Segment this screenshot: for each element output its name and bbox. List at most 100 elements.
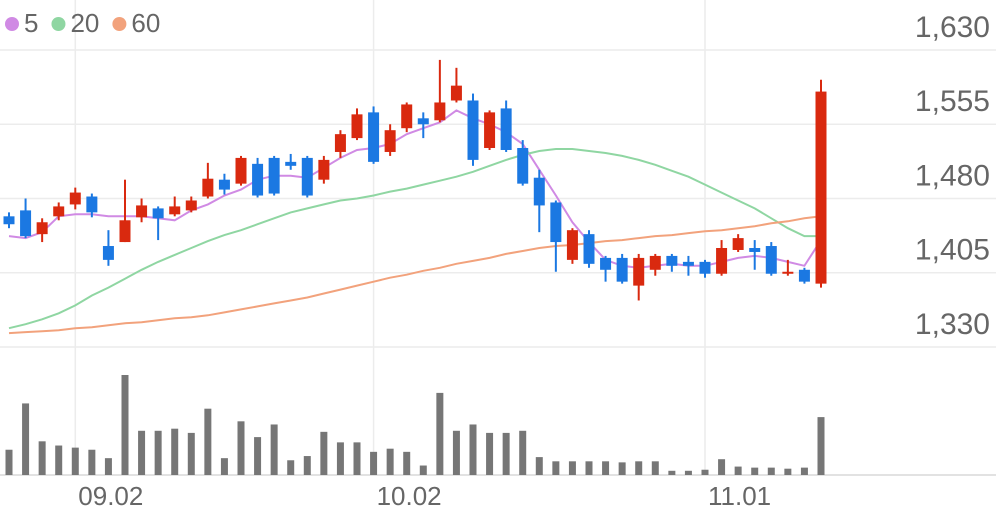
volume-bar (800, 467, 808, 475)
x-tick-label: 09.02 (78, 481, 143, 511)
candle-body (169, 206, 181, 215)
legend-marker (51, 17, 66, 31)
volume-bar (22, 403, 30, 475)
volume-bar (568, 461, 576, 475)
y-tick-label: 1,630 (915, 11, 990, 44)
candle-body (351, 114, 363, 139)
candle-body (334, 134, 346, 152)
candle-body (815, 91, 827, 284)
candle-body (798, 269, 810, 282)
volume-bar (187, 432, 195, 475)
moving-average-line (8, 109, 822, 269)
y-tick-label: 1,330 (915, 308, 990, 341)
candle-body (185, 200, 197, 211)
candle-body (749, 248, 761, 252)
candle-body (384, 130, 396, 152)
legend-label: 5 (24, 8, 38, 38)
volume-bar (684, 470, 692, 475)
volume-bar (618, 462, 626, 475)
volume-bar (71, 447, 79, 475)
volume-bar (784, 468, 792, 475)
candle-body (3, 216, 15, 225)
volume-bar (585, 461, 593, 475)
x-tick-label: 11.01 (708, 481, 771, 511)
volume-bar (353, 442, 361, 475)
candle-body (53, 206, 65, 217)
moving-average-line (8, 215, 822, 335)
candle-body (467, 100, 479, 160)
volume-bar (701, 469, 709, 475)
candle-body (235, 157, 247, 184)
volume-bar (751, 467, 759, 475)
volume-bar (602, 461, 610, 475)
volume-bar (171, 428, 179, 475)
candle-body (86, 196, 98, 213)
volume-bar (303, 456, 311, 475)
candle-body (368, 112, 380, 162)
volume-bar (104, 458, 112, 475)
legend-label: 60 (131, 8, 160, 38)
candle-body (301, 157, 313, 196)
candle-body (484, 112, 496, 149)
volume-bar (817, 417, 825, 475)
volume-bar (254, 437, 262, 475)
candle-body (782, 271, 794, 274)
candle-body (318, 159, 330, 180)
candle-body (252, 163, 264, 196)
volume-bar (436, 392, 444, 475)
volume-bar (635, 461, 643, 475)
candle-body (583, 234, 595, 264)
volume-bar (403, 451, 411, 475)
candle-body (268, 157, 280, 194)
volume-bar (287, 460, 295, 475)
candle-body (533, 177, 545, 206)
y-tick-label: 1,480 (915, 159, 990, 192)
volume-bar (121, 375, 129, 475)
candle-body (434, 102, 446, 121)
volume-bar (237, 421, 245, 475)
volume-bar (38, 441, 46, 475)
candle-body (36, 222, 48, 235)
candle-body (517, 148, 529, 184)
y-tick-label: 1,555 (915, 85, 990, 118)
legend-marker (112, 17, 127, 31)
candle-body (633, 257, 645, 286)
candle-body (401, 104, 413, 129)
volume-bar (486, 432, 494, 475)
candle-body (716, 248, 728, 274)
volume-bar (55, 445, 63, 475)
moving-average-line (8, 148, 821, 330)
volume-bar (370, 451, 378, 475)
volume-bar (502, 432, 510, 475)
candle-body (600, 257, 612, 270)
candle-body (119, 220, 131, 243)
candle-body (666, 255, 678, 266)
candle-body (136, 205, 148, 218)
candle-body (417, 118, 429, 125)
volume-bar (535, 457, 543, 475)
candle-body (765, 246, 777, 274)
candle-body (566, 230, 578, 260)
candle-body (649, 255, 661, 270)
candle-body (616, 257, 628, 282)
volume-bar (419, 465, 427, 475)
volume-bar (718, 459, 726, 475)
candle-body (285, 161, 297, 166)
volume-bar (452, 430, 460, 475)
candle-body (152, 208, 164, 219)
x-tick-label: 10.02 (377, 481, 442, 511)
volume-bar (519, 430, 527, 475)
candle-body (69, 192, 81, 205)
volume-bar (767, 467, 775, 475)
volume-bar (270, 424, 278, 475)
volume-bar (734, 466, 742, 475)
volume-bar (138, 430, 146, 475)
candle-body (550, 202, 562, 243)
y-tick-label: 1,405 (915, 234, 990, 267)
legend-marker (5, 17, 19, 31)
legend-label: 20 (70, 8, 99, 38)
candle-body (732, 238, 744, 250)
volume-bar (552, 461, 560, 475)
candle-body (450, 85, 462, 101)
